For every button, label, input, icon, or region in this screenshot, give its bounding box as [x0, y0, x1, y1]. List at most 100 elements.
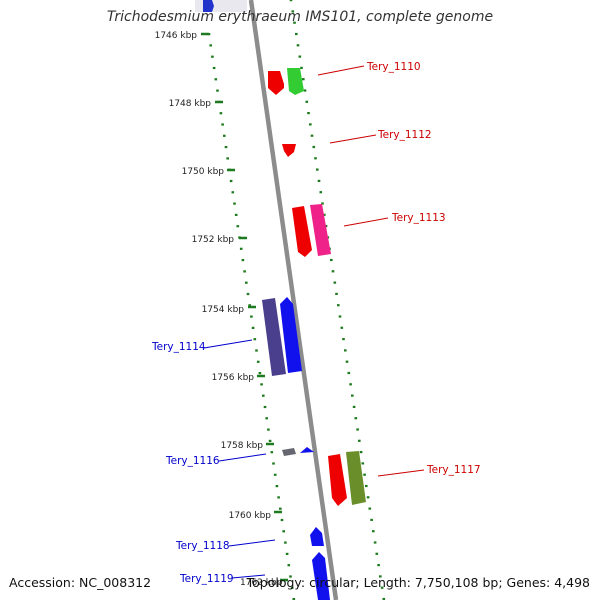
scale-tick-minor — [224, 146, 228, 149]
gene-tery-1117-a — [328, 454, 347, 506]
gene-tery-1114-a — [262, 298, 286, 376]
scale-tick-minor — [282, 530, 285, 533]
gene-partial-top-arrow — [203, 0, 214, 12]
gene-tery-1110[interactable] — [268, 68, 304, 95]
gene-label-tery-1119[interactable]: Tery_1119 — [179, 573, 234, 585]
scale-ticks-inner — [207, 33, 296, 600]
scale-tick-minor — [340, 326, 344, 329]
gene-tery-1117[interactable] — [328, 451, 366, 506]
leader-line — [218, 453, 267, 462]
scale-tick-minor — [245, 281, 248, 284]
scale-label-1754: 1754 kbp — [202, 305, 245, 315]
scale-tick-minor — [302, 78, 305, 81]
scale-tick-minor — [298, 55, 302, 58]
gene-tery-1113-b — [310, 204, 331, 256]
scale-tick-minor — [324, 225, 328, 228]
scale-tick-minor — [356, 428, 359, 431]
scale-tick-minor — [214, 78, 218, 81]
scale-label-1758: 1758 kbp — [221, 441, 264, 451]
scale-tick-minor — [277, 496, 280, 499]
scale-tick-minor — [321, 202, 324, 205]
scale-tick-minor — [256, 360, 260, 363]
leader-line — [203, 339, 253, 349]
scale-tick-minor — [377, 564, 380, 567]
scale-tick-minor — [317, 179, 321, 182]
scale-tick-minor — [234, 213, 238, 216]
gene-tery-1116-a — [282, 448, 296, 456]
scale-tick-minor — [361, 462, 365, 465]
scale-tick-minor — [253, 338, 257, 341]
scale-tick-minor — [255, 349, 258, 352]
scale-tick-minor — [345, 360, 349, 363]
scale-tick-minor — [233, 202, 236, 205]
scale-tick-minor — [337, 304, 340, 307]
gene-partial-top[interactable] — [195, 0, 247, 12]
scale-tick-minor — [338, 315, 342, 318]
scale-tick-minor — [216, 89, 219, 92]
scale-tick-minor — [223, 134, 226, 137]
scale-tick-minor — [262, 394, 265, 397]
scale-tick-minor — [236, 225, 240, 228]
scale-tick-minor — [219, 112, 223, 115]
scale-tick-minor — [289, 0, 293, 2]
scale-tick-minor — [375, 552, 379, 555]
scale-tick-minor — [243, 270, 246, 273]
scale-tick-minor — [270, 451, 274, 454]
scale-tick-minor — [370, 518, 373, 521]
scale-tick-minor — [300, 66, 303, 69]
scale-tick-minor — [287, 564, 291, 567]
scale-tick-minor — [272, 462, 275, 465]
gene-label-tery-1114[interactable]: Tery_1114 — [151, 341, 206, 353]
scale-tick-minor — [290, 586, 294, 589]
scale-tick-minor — [248, 304, 251, 307]
gene-tery-1119[interactable] — [312, 552, 330, 600]
scale-tick-minor — [273, 473, 277, 476]
gene-label-tery-1112[interactable]: Tery_1112 — [377, 129, 432, 141]
scale-tick-minor — [221, 123, 224, 126]
gene-tery-1113-a — [292, 206, 312, 257]
scale-labels: 1746 kbp 1748 kbp 1750 kbp 1752 kbp 1754… — [155, 31, 288, 588]
gene-label-tery-1117[interactable]: Tery_1117 — [426, 464, 481, 476]
gene-tery-1117-b — [346, 451, 366, 505]
scale-tick-minor — [268, 439, 272, 442]
scale-tick-minor — [314, 157, 317, 160]
scale-tick-minor — [347, 371, 351, 375]
gene-tery-1118-shape — [310, 527, 324, 546]
gene-label-tery-1116[interactable]: Tery_1116 — [165, 455, 220, 467]
scale-tick-minor — [231, 191, 235, 194]
gene-tery-1114[interactable] — [262, 297, 302, 376]
scale-tick-minor — [310, 134, 314, 137]
gene-tery-1118[interactable] — [310, 527, 324, 546]
gene-tery-1112[interactable] — [282, 144, 296, 157]
scale-tick-minor — [363, 473, 366, 476]
scale-label-1750: 1750 kbp — [182, 167, 225, 177]
scale-tick-minor — [229, 179, 233, 183]
gene-tery-1116-b — [300, 447, 314, 453]
gene-tery-1113[interactable] — [292, 204, 331, 257]
gene-label-tery-1110[interactable]: Tery_1110 — [366, 61, 421, 73]
accession-text: Accession: NC_008312 — [9, 575, 152, 590]
scale-tick-minor — [373, 541, 377, 544]
scale-tick-minor — [284, 541, 287, 544]
gene-label-tery-1118[interactable]: Tery_1118 — [175, 540, 230, 552]
leader-line — [231, 574, 266, 579]
scale-tick-minor — [323, 213, 326, 216]
scale-tick-minor — [250, 315, 253, 318]
leader-line — [228, 539, 276, 547]
gene-label-tery-1113[interactable]: Tery_1113 — [391, 212, 446, 224]
scale-tick-minor — [209, 44, 212, 47]
scale-label-1756: 1756 kbp — [212, 373, 255, 383]
scale-tick-minor — [211, 55, 214, 58]
scale-tick-minor — [351, 394, 354, 397]
gene-tery-1110-a — [268, 71, 284, 95]
scale-tick-minor — [241, 259, 245, 262]
scale-tick-minor — [333, 281, 337, 284]
gene-tery-1116[interactable] — [282, 447, 314, 456]
scale-tick-minor — [212, 66, 216, 70]
scale-tick-minor — [342, 338, 345, 341]
scale-tick-minor — [359, 451, 363, 454]
gene-tery-1114-b — [280, 297, 302, 373]
genome-backbone — [248, 0, 339, 600]
scale-tick-minor — [226, 157, 229, 160]
